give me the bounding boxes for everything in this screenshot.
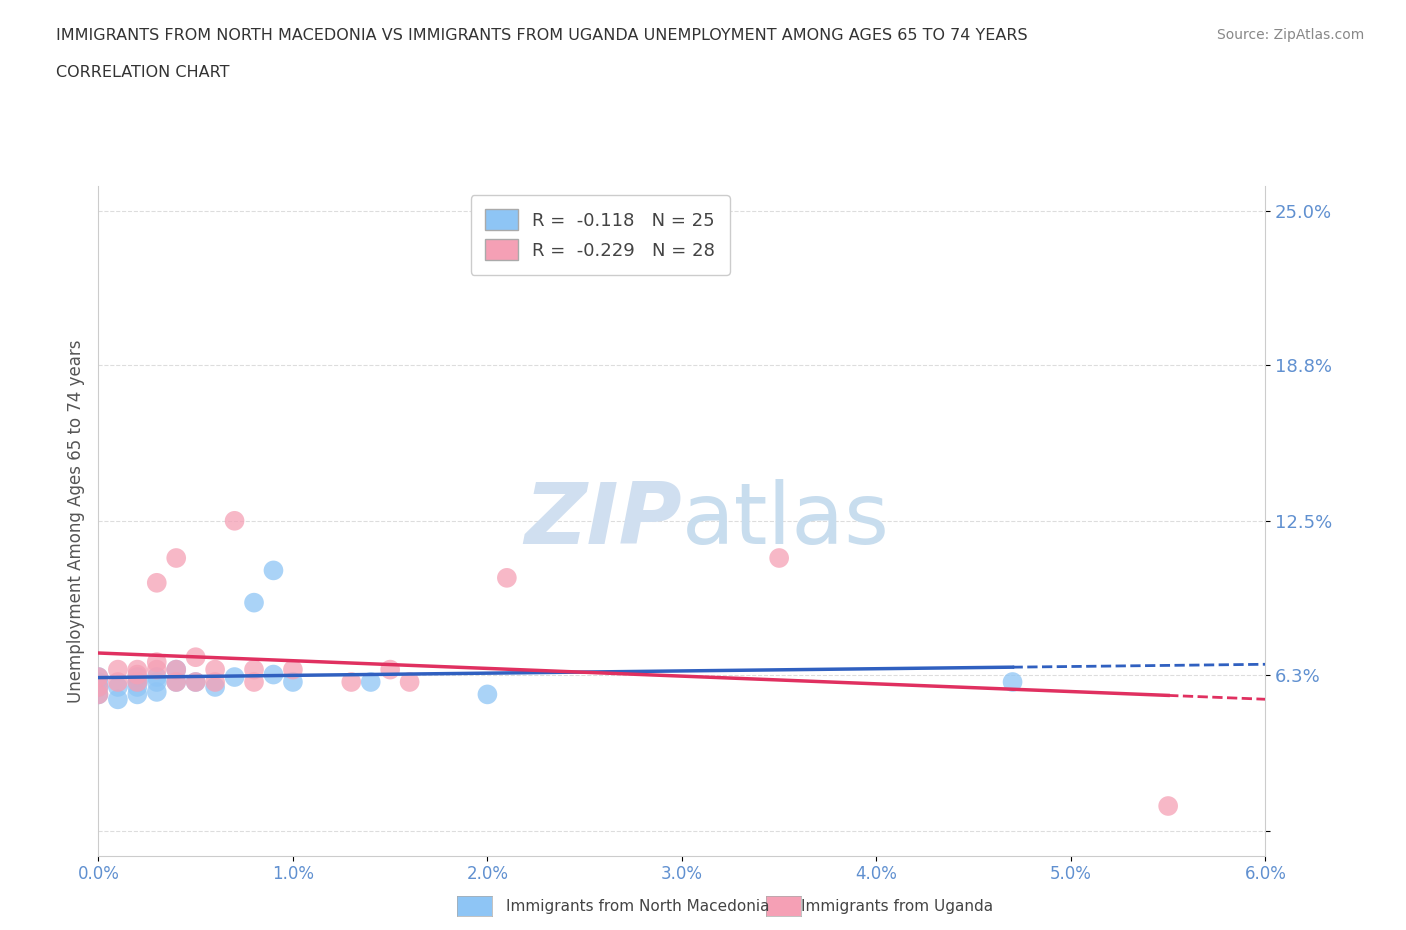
Point — [477, 687, 499, 702]
Text: CORRELATION CHART: CORRELATION CHART — [56, 65, 229, 80]
Point — [127, 680, 149, 695]
Point — [184, 650, 207, 665]
Point — [127, 670, 149, 684]
Point — [87, 680, 110, 695]
Point — [204, 680, 226, 695]
Point — [146, 684, 169, 699]
Point — [496, 570, 519, 585]
Point — [224, 513, 246, 528]
Point — [146, 670, 169, 684]
Point — [340, 674, 363, 689]
Point — [87, 670, 110, 684]
Point — [243, 674, 266, 689]
Text: Source: ZipAtlas.com: Source: ZipAtlas.com — [1216, 28, 1364, 42]
Point — [1157, 799, 1180, 814]
Point — [398, 674, 420, 689]
Point — [165, 674, 187, 689]
Point — [204, 674, 226, 689]
Point — [1001, 674, 1024, 689]
Point — [165, 662, 187, 677]
Point — [165, 662, 187, 677]
Point — [165, 674, 187, 689]
Point — [127, 687, 149, 702]
Point — [281, 662, 304, 677]
Point — [243, 662, 266, 677]
Point — [127, 667, 149, 682]
Text: ZIP: ZIP — [524, 479, 682, 563]
Point — [281, 674, 304, 689]
Point — [87, 674, 110, 689]
Point — [184, 674, 207, 689]
Point — [243, 595, 266, 610]
Point — [768, 551, 790, 565]
Point — [224, 670, 246, 684]
Point — [107, 662, 129, 677]
Point — [107, 674, 129, 689]
Point — [87, 680, 110, 695]
Point — [146, 655, 169, 670]
Point — [87, 670, 110, 684]
Y-axis label: Unemployment Among Ages 65 to 74 years: Unemployment Among Ages 65 to 74 years — [66, 339, 84, 702]
Point — [204, 662, 226, 677]
Point — [87, 687, 110, 702]
Text: Immigrants from North Macedonia: Immigrants from North Macedonia — [506, 899, 769, 914]
Point — [146, 674, 169, 689]
Point — [184, 674, 207, 689]
Text: Immigrants from Uganda: Immigrants from Uganda — [801, 899, 994, 914]
Point — [127, 674, 149, 689]
Point — [107, 680, 129, 695]
Text: atlas: atlas — [682, 479, 890, 563]
Point — [146, 662, 169, 677]
Point — [107, 692, 129, 707]
Point — [360, 674, 382, 689]
Legend: R =  -0.118   N = 25, R =  -0.229   N = 28: R = -0.118 N = 25, R = -0.229 N = 28 — [471, 195, 730, 274]
Point — [87, 687, 110, 702]
Point — [262, 563, 284, 578]
Text: IMMIGRANTS FROM NORTH MACEDONIA VS IMMIGRANTS FROM UGANDA UNEMPLOYMENT AMONG AGE: IMMIGRANTS FROM NORTH MACEDONIA VS IMMIG… — [56, 28, 1028, 43]
Point — [127, 674, 149, 689]
Point — [146, 576, 169, 591]
Point — [378, 662, 402, 677]
Point — [127, 662, 149, 677]
Point — [165, 551, 187, 565]
Point — [262, 667, 284, 682]
